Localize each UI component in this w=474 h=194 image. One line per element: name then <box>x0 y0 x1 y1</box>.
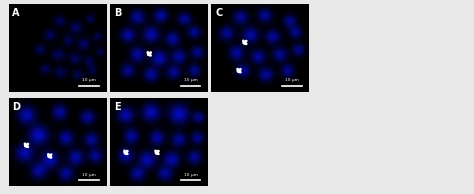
Text: 10 μm: 10 μm <box>82 172 96 177</box>
Text: B: B <box>114 8 121 18</box>
Text: E: E <box>114 102 120 112</box>
Text: 10 μm: 10 μm <box>184 78 198 82</box>
Text: A: A <box>12 8 20 18</box>
Text: 10 μm: 10 μm <box>184 172 198 177</box>
Text: 10 μm: 10 μm <box>82 78 96 82</box>
Text: 10 μm: 10 μm <box>285 78 299 82</box>
Text: D: D <box>12 102 20 112</box>
Text: C: C <box>215 8 222 18</box>
